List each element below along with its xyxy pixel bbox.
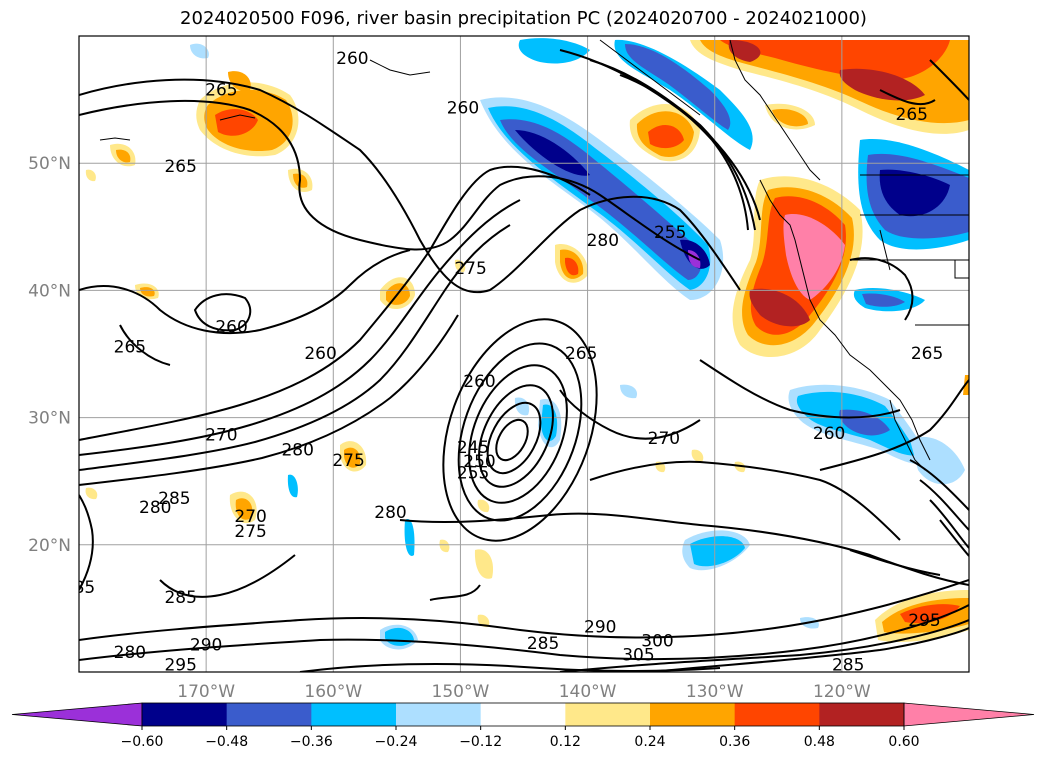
colorbar-swatch bbox=[396, 703, 482, 726]
latitude-tick-label: 20°N bbox=[28, 536, 71, 556]
contour-label: 250 bbox=[463, 452, 495, 472]
geopotential-contours bbox=[79, 49, 969, 672]
contour-label: 295 bbox=[164, 656, 196, 676]
longitude-tick-label: 160°W bbox=[304, 682, 362, 702]
latitude-tick-label: 40°N bbox=[28, 281, 71, 301]
longitude-tick-label: 140°W bbox=[559, 682, 617, 702]
map-frame bbox=[78, 35, 970, 673]
contour-label: 270 bbox=[648, 429, 680, 449]
contour-label: 270 bbox=[234, 507, 266, 527]
contour-label: 285 bbox=[63, 578, 95, 598]
contour-label: 280 bbox=[114, 643, 146, 663]
colorbar-frame bbox=[141, 702, 905, 727]
colorbar-extend-low bbox=[11, 702, 143, 727]
colorbar-tick-label: −0.48 bbox=[205, 734, 248, 750]
contour-label: 275 bbox=[454, 259, 486, 279]
colorbar: −0.60 −0.48 −0.36 −0.24 −0.12 0.12 0.24 0.36 0.4… bbox=[11, 702, 1035, 750]
contour-label: 260 bbox=[336, 49, 368, 69]
contour-label: 265 bbox=[565, 344, 597, 364]
contour-label: 260 bbox=[463, 372, 495, 392]
latitude-labels: 50°N 40°N 30°N 20°N bbox=[28, 154, 71, 556]
contour-label: 265 bbox=[911, 344, 943, 364]
colorbar-swatch bbox=[226, 703, 312, 726]
contour-label: 285 bbox=[527, 634, 559, 654]
coastlines bbox=[99, 39, 969, 471]
contour-label: 255 bbox=[457, 464, 489, 484]
contour-label: 280 bbox=[374, 503, 406, 523]
contour-labels: 260 265 260 265 265 255 280 275 260 265 260 265 265 2… bbox=[63, 49, 943, 676]
longitude-tick-label: 170°W bbox=[177, 682, 235, 702]
colorbar-swatch bbox=[142, 703, 228, 726]
colorbar-swatch bbox=[734, 703, 820, 726]
contour-label: 265 bbox=[164, 157, 196, 177]
contour-label: 295 bbox=[908, 611, 940, 631]
contour-label: 285 bbox=[158, 489, 190, 509]
colorbar-tick-label: −0.24 bbox=[375, 734, 418, 750]
contour-label: 305 bbox=[622, 645, 654, 665]
colorbar-tick-label: −0.36 bbox=[290, 734, 333, 750]
colorbar-tick-label: −0.60 bbox=[121, 734, 164, 750]
colorbar-swatch bbox=[650, 703, 736, 726]
colorbar-tick-label: −0.12 bbox=[459, 734, 502, 750]
contour-label: 270 bbox=[205, 425, 237, 445]
contour-label: 285 bbox=[832, 656, 864, 676]
colorbar-tick-label: 0.12 bbox=[550, 734, 581, 750]
contour-label: 300 bbox=[641, 631, 673, 651]
precipitation-shading bbox=[85, 38, 969, 650]
contour-label: 290 bbox=[190, 635, 222, 655]
contour-label: 280 bbox=[587, 231, 619, 251]
colorbar-extend-high bbox=[903, 702, 1035, 727]
contour-label: 285 bbox=[164, 588, 196, 608]
longitude-tick-label: 120°W bbox=[813, 682, 871, 702]
colorbar-swatch bbox=[311, 703, 397, 726]
contour-label: 265 bbox=[205, 81, 237, 101]
colorbar-tick-label: 0.36 bbox=[719, 734, 750, 750]
contour-label: 255 bbox=[654, 223, 686, 243]
longitude-tick-label: 130°W bbox=[686, 682, 744, 702]
colorbar-tick-label: 0.48 bbox=[804, 734, 835, 750]
contour-label: 245 bbox=[457, 438, 489, 458]
contour-label: 280 bbox=[139, 498, 171, 518]
map-title: 2024020500 F096, river basin precipitati… bbox=[180, 8, 867, 29]
contour-label: 275 bbox=[332, 451, 364, 471]
latitude-tick-label: 30°N bbox=[28, 409, 71, 429]
contour-label: 260 bbox=[813, 424, 845, 444]
longitude-labels: 170°W 160°W 150°W 140°W 130°W 120°W bbox=[177, 682, 871, 702]
contour-label: 260 bbox=[215, 317, 247, 337]
longitude-tick-label: 150°W bbox=[432, 682, 490, 702]
contour-label: 275 bbox=[234, 522, 266, 542]
latitude-tick-label: 50°N bbox=[28, 154, 71, 174]
colorbar-swatch bbox=[480, 703, 566, 726]
contour-label: 260 bbox=[447, 99, 479, 119]
colorbar-swatch bbox=[819, 703, 905, 726]
contour-label: 260 bbox=[304, 344, 336, 364]
colorbar-tick-label: 0.60 bbox=[888, 734, 919, 750]
colorbar-tick-label: 0.24 bbox=[634, 734, 665, 750]
contour-label: 265 bbox=[896, 105, 928, 125]
colorbar-swatch bbox=[565, 703, 651, 726]
contour-label: 280 bbox=[281, 441, 313, 461]
contour-label: 265 bbox=[114, 338, 146, 358]
contour-label: 290 bbox=[584, 617, 616, 637]
